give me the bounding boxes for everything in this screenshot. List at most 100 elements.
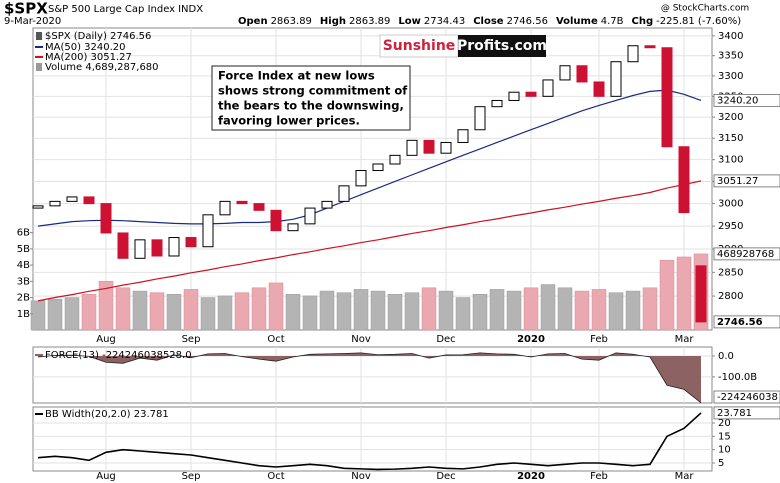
candle-body [168,237,180,257]
candle-body [474,106,486,131]
y-tick-label: 3100 [718,155,743,166]
candle-body [66,196,78,202]
legend-entry: FORCE(13) -224246038528.0 [45,350,192,361]
volume-bar [574,290,590,331]
bb-width-line [37,412,702,471]
y-tick-label: 5 [718,458,724,469]
logo-right: Profits.com [457,38,547,54]
candle-body [219,200,231,216]
candle-body [100,203,112,234]
candle-body [355,170,367,187]
candle-body [287,223,299,232]
annotation-line: shows strong commitment of [218,84,408,98]
symbol: $SPX [4,0,48,18]
force-line [37,352,702,404]
legend-swatch [36,32,42,40]
candle-body [559,65,571,81]
y-tick-label: 3150 [718,133,743,144]
y2-tick-label: 1B [17,309,30,320]
y-tick-label: 2800 [718,291,743,302]
volume-bar [608,292,624,331]
quote-value: 2734.43 [424,16,465,27]
last-value-box [713,315,780,329]
volume-bar [557,287,573,331]
x-tick-label: 2020 [517,471,545,482]
candle-body [423,139,435,154]
legend-entry: BB Width(20,2.0) 23.781 [45,409,169,420]
volume-bar [64,297,80,331]
moving-average [37,180,702,302]
quote: Open 2863.89 High 2863.89 Low 2734.43 Close 274… [238,16,741,27]
last-value-box [713,390,780,404]
logo-right-box [458,35,546,57]
x-tick-label: Oct [267,471,284,482]
candle-body [593,81,605,97]
y-tick-label: -100.0B [718,372,757,383]
last-value-box [713,406,780,420]
y-tick-label: 3400 [718,31,743,42]
y-tick-label: 0.0 [718,351,734,362]
candle-body [440,141,452,154]
volume-bar [302,295,318,331]
volume-bar [540,284,556,331]
volume-bar [353,289,369,331]
candle-body [508,91,520,101]
x-tick-label: Mar [675,334,695,345]
y-tick-label: 10 [718,445,731,456]
candle-body [389,154,401,165]
volume-bar [98,281,114,331]
last-value-label: -224246038 [717,392,778,403]
volume-bar [268,282,284,331]
x-tick-label: Dec [436,471,455,482]
symbol-info: S&P 500 Large Cap Index INDX [48,4,203,15]
credit: @ StockCharts.com [661,4,749,14]
last-value-box [713,93,780,107]
volume-bar [591,289,607,331]
last-value-label: 2746.56 [717,317,763,328]
candle-body [678,146,690,214]
y-tick-label: 3000 [718,199,743,210]
quote-value: -225.81 (-7.60%) [656,16,741,27]
volume-bar [506,290,522,331]
last-value-box [713,247,780,261]
annotation-box [211,65,411,131]
legend-entry: Volume 4,689,287,680 [45,62,159,73]
logo-left: Sunshine [383,38,456,54]
x-tick-label: Oct [267,334,284,345]
x-tick-label: Sep [182,334,201,345]
volume-bar [625,290,641,331]
candle-body [134,239,146,259]
last-value-label: 3051.27 [717,176,758,187]
candle-body [542,79,554,97]
quote-label: Volume [556,16,598,27]
candle-body [151,239,163,257]
force-area [38,352,701,403]
volume-bar [370,290,386,331]
candle-body [457,129,469,143]
legend-entry: MA(50) 3240.20 [45,42,126,53]
force-panel [32,346,713,404]
volume-bar [659,259,675,331]
quote-label: Open [238,16,268,27]
last-value-label: 468928768 [717,249,774,260]
candle-body [83,196,95,205]
last-value-label: 3240.20 [717,95,758,106]
candle-body [185,237,197,248]
subtitle: S&P 500 Large Cap Index [48,4,175,15]
candle-body [661,47,673,148]
candle-body [406,139,418,156]
annotation-line: the bears to the downswing, [218,99,404,113]
volume-bar [421,287,437,331]
x-tick-label: Feb [590,334,608,345]
quote-label: Low [398,16,420,27]
candle-body [576,65,588,83]
volume-bar [115,287,131,331]
x-tick-label: Feb [590,471,608,482]
quote-label: High [320,16,346,27]
last-value-label: 23.781 [717,408,752,419]
candle-body [253,203,265,211]
volume-bar [200,297,216,331]
volume-bar [234,292,250,331]
volume-bar [455,297,471,331]
